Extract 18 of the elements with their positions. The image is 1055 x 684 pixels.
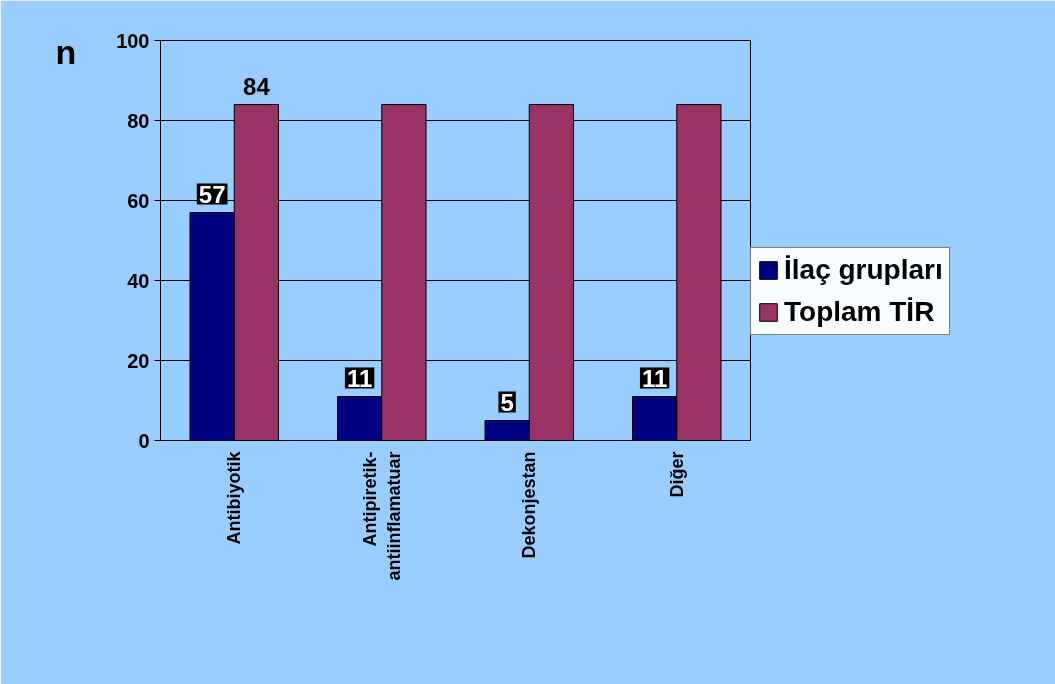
data-label: 11 [641, 364, 668, 392]
x-tick-label: Antibiyotik [224, 450, 245, 545]
legend-label: İlaç grupları [784, 254, 943, 286]
data-label: 84 [243, 72, 271, 100]
y-tick-label: 80 [127, 109, 150, 132]
data-label: 11 [346, 364, 373, 392]
y-tick-label: 40 [127, 269, 150, 292]
legend-label: Toplam TİR [784, 296, 935, 328]
y-tick-label: 60 [127, 189, 150, 212]
y-tick-label: 0 [138, 429, 150, 452]
y-tick-label: 20 [127, 349, 150, 372]
y-tick-label: 100 [116, 29, 150, 52]
x-tick-label: Diğer [666, 451, 687, 498]
data-label: 5 [500, 388, 514, 416]
data-label: 57 [198, 180, 226, 208]
x-tick-label: Antipiretik- antiinflamatuar [359, 451, 404, 581]
y-axis-title: n [55, 32, 77, 71]
x-tick-label: Dekonjestan [519, 451, 540, 559]
